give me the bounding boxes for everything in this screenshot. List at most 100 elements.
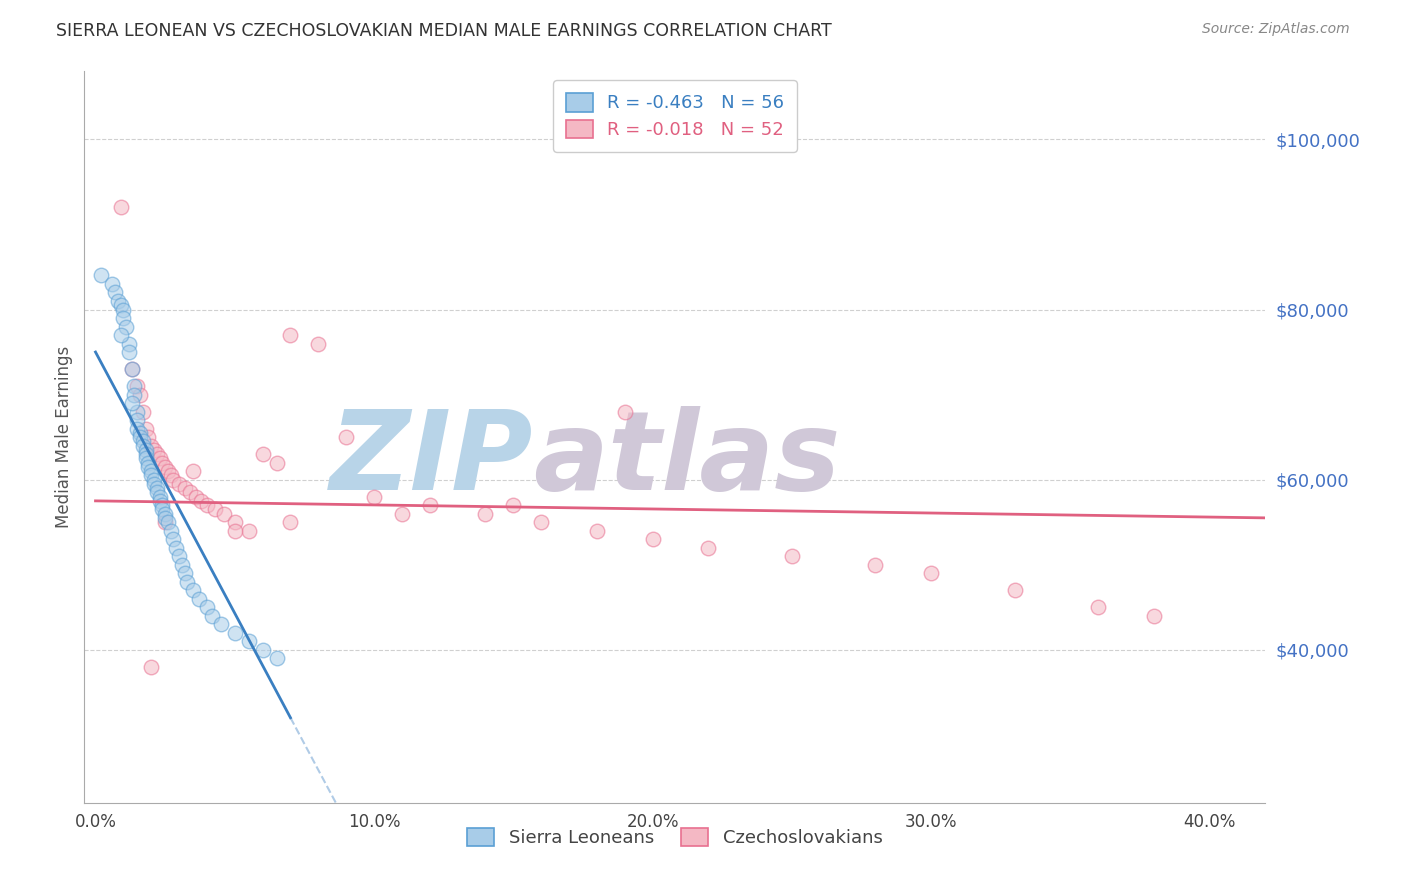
Point xyxy=(162,532,184,546)
Point xyxy=(280,328,302,343)
Point xyxy=(419,498,441,512)
Point xyxy=(502,498,524,512)
Point xyxy=(135,421,157,435)
Point xyxy=(127,379,149,393)
Point xyxy=(101,277,124,291)
Point xyxy=(1004,583,1026,598)
Point xyxy=(153,511,176,525)
Point xyxy=(697,541,720,555)
Point xyxy=(135,447,157,461)
Point xyxy=(159,524,181,538)
Point xyxy=(266,456,288,470)
Point xyxy=(167,549,190,563)
Point xyxy=(181,583,204,598)
Point xyxy=(129,387,152,401)
Point xyxy=(201,608,224,623)
Point xyxy=(138,456,160,470)
Point xyxy=(141,659,163,673)
Point xyxy=(204,502,226,516)
Point xyxy=(252,447,274,461)
Point xyxy=(115,319,138,334)
Point xyxy=(121,396,143,410)
Point xyxy=(474,507,496,521)
Point xyxy=(143,442,166,457)
Point xyxy=(150,456,173,470)
Point xyxy=(107,293,129,308)
Point xyxy=(190,494,212,508)
Point xyxy=(143,476,166,491)
Text: ZIP: ZIP xyxy=(329,406,533,513)
Text: SIERRA LEONEAN VS CZECHOSLOVAKIAN MEDIAN MALE EARNINGS CORRELATION CHART: SIERRA LEONEAN VS CZECHOSLOVAKIAN MEDIAN… xyxy=(56,22,832,40)
Point xyxy=(150,502,173,516)
Point xyxy=(112,311,135,326)
Point xyxy=(132,439,155,453)
Point xyxy=(127,413,149,427)
Point xyxy=(641,532,664,546)
Point xyxy=(159,468,181,483)
Point xyxy=(141,468,163,483)
Point xyxy=(124,379,146,393)
Point xyxy=(173,566,195,581)
Point xyxy=(184,490,207,504)
Point xyxy=(150,498,173,512)
Point xyxy=(129,425,152,440)
Point xyxy=(124,387,146,401)
Point xyxy=(209,617,232,632)
Text: Source: ZipAtlas.com: Source: ZipAtlas.com xyxy=(1202,22,1350,37)
Point xyxy=(110,298,132,312)
Point xyxy=(129,430,152,444)
Point xyxy=(176,574,198,589)
Point xyxy=(181,464,204,478)
Point xyxy=(238,524,260,538)
Point xyxy=(141,439,163,453)
Point xyxy=(865,558,887,572)
Point xyxy=(1143,608,1166,623)
Point xyxy=(132,434,155,449)
Point xyxy=(153,507,176,521)
Point xyxy=(153,515,176,529)
Point xyxy=(118,336,141,351)
Point xyxy=(212,507,235,521)
Point xyxy=(143,473,166,487)
Point xyxy=(148,490,170,504)
Point xyxy=(156,515,179,529)
Point xyxy=(146,447,169,461)
Point xyxy=(252,642,274,657)
Point xyxy=(104,285,127,300)
Legend: Sierra Leoneans, Czechoslovakians: Sierra Leoneans, Czechoslovakians xyxy=(454,815,896,860)
Point xyxy=(110,328,132,343)
Point xyxy=(307,336,329,351)
Point xyxy=(165,541,187,555)
Point xyxy=(920,566,942,581)
Point xyxy=(141,464,163,478)
Point xyxy=(148,451,170,466)
Point xyxy=(195,498,218,512)
Point xyxy=(167,476,190,491)
Point xyxy=(132,404,155,418)
Point xyxy=(1087,600,1109,615)
Point xyxy=(138,459,160,474)
Point xyxy=(173,481,195,495)
Y-axis label: Median Male Earnings: Median Male Earnings xyxy=(55,346,73,528)
Point xyxy=(238,634,260,648)
Point xyxy=(121,362,143,376)
Point xyxy=(121,362,143,376)
Point xyxy=(148,494,170,508)
Point xyxy=(112,302,135,317)
Point xyxy=(586,524,609,538)
Point xyxy=(156,464,179,478)
Point xyxy=(90,268,112,283)
Point xyxy=(530,515,553,529)
Point xyxy=(135,451,157,466)
Point xyxy=(224,524,246,538)
Point xyxy=(146,485,169,500)
Point xyxy=(266,651,288,665)
Point xyxy=(110,201,132,215)
Point xyxy=(613,404,636,418)
Point xyxy=(138,430,160,444)
Point xyxy=(170,558,193,572)
Point xyxy=(280,515,302,529)
Point xyxy=(335,430,357,444)
Point xyxy=(187,591,209,606)
Point xyxy=(153,459,176,474)
